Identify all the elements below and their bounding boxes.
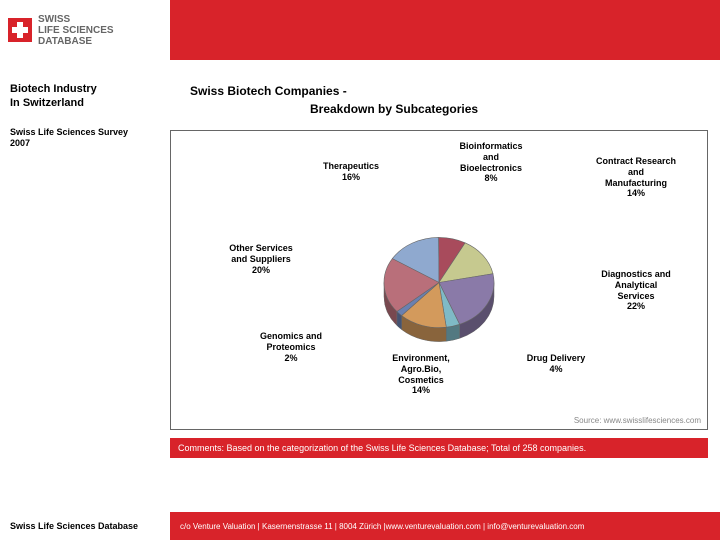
- slice-label: Environment,Agro.Bio,Cosmetics14%: [366, 353, 476, 396]
- sidebar-title: Biotech Industry In Switzerland: [10, 82, 160, 111]
- header-red-bar: [170, 0, 720, 60]
- logo-line3: DATABASE: [38, 36, 114, 47]
- pie-svg: [359, 222, 519, 362]
- slice-label: Drug Delivery4%: [511, 353, 601, 375]
- source-text: Source: www.swisslifesciences.com: [574, 416, 701, 425]
- footer-left: Swiss Life Sciences Database: [0, 521, 170, 531]
- sidebar-title-l1: Biotech Industry: [10, 82, 160, 96]
- chart-title: Swiss Biotech Companies - Breakdown by S…: [170, 82, 708, 118]
- chart-box: Therapeutics16% BioinformaticsandBioelect…: [170, 130, 708, 430]
- chart-title-l1: Swiss Biotech Companies -: [190, 82, 708, 100]
- main: Swiss Biotech Companies - Breakdown by S…: [170, 60, 720, 470]
- chart-title-l2: Breakdown by Subcategories: [190, 100, 708, 118]
- sidebar-sub-l2: 2007: [10, 138, 160, 150]
- slice-label: Genomics andProteomics2%: [236, 331, 346, 363]
- header: SWISS LIFE SCIENCES DATABASE: [0, 0, 720, 60]
- sidebar-sub-l1: Swiss Life Sciences Survey: [10, 127, 160, 139]
- slice-label: Other Servicesand Suppliers20%: [206, 243, 316, 275]
- slice-label: BioinformaticsandBioelectronics8%: [441, 141, 541, 184]
- content-body: Biotech Industry In Switzerland Swiss Li…: [0, 60, 720, 470]
- logo-text: SWISS LIFE SCIENCES DATABASE: [38, 14, 114, 47]
- footer-right: c/o Venture Valuation | Kasernenstrasse …: [170, 512, 720, 540]
- slice-label: Therapeutics16%: [311, 161, 391, 183]
- pie-chart: [359, 222, 519, 367]
- swiss-cross-icon: [8, 18, 32, 42]
- sidebar-title-l2: In Switzerland: [10, 96, 160, 110]
- sidebar: Biotech Industry In Switzerland Swiss Li…: [0, 60, 170, 470]
- footer: Swiss Life Sciences Database c/o Venture…: [0, 512, 720, 540]
- slice-label: Diagnostics andAnalyticalServices22%: [581, 269, 691, 312]
- sidebar-subtitle: Swiss Life Sciences Survey 2007: [10, 127, 160, 150]
- logo-block: SWISS LIFE SCIENCES DATABASE: [0, 0, 170, 60]
- slice-label: Contract ResearchandManufacturing14%: [576, 156, 696, 199]
- logo-line2: LIFE SCIENCES: [38, 25, 114, 36]
- comments-bar: Comments: Based on the categorization of…: [170, 438, 708, 458]
- logo-line1: SWISS: [38, 14, 114, 25]
